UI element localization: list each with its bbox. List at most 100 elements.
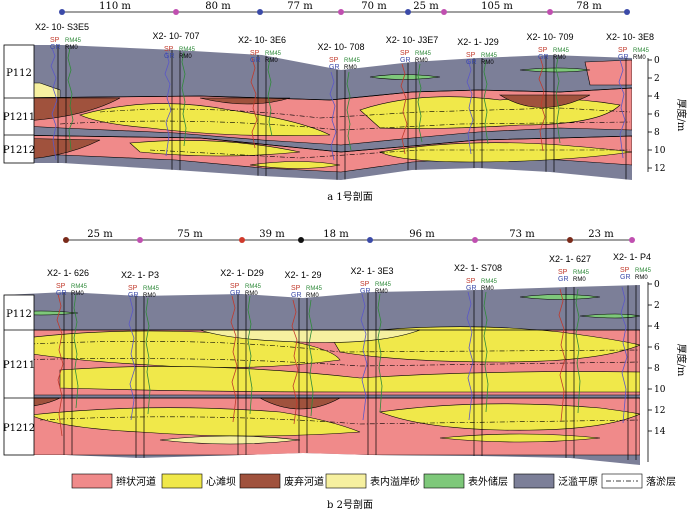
a-well-4-rm45-label: RM45 (344, 58, 361, 64)
a-well-7-rm45-label: RM45 (553, 48, 570, 54)
b-well-4-gr-label: GR (291, 292, 302, 299)
a-well-8-sp-label: SP (618, 47, 628, 54)
legend-swatch-braided (71, 473, 113, 489)
a-spacing-4: 70 m (361, 1, 387, 12)
a-spacing-5: 25 m (413, 1, 439, 12)
a-well-3-gr-label: GR (250, 57, 261, 64)
b-well-1-sp-label: SP (56, 283, 66, 290)
b-well-1: X2- 1- 626 (47, 268, 89, 278)
b-well-7: X2- 1- 627 (549, 254, 591, 264)
a-well-8-gr-label: GR (618, 54, 629, 61)
legend-swatch-abandoned (239, 473, 281, 489)
a-well-5: X2- 10- J3E7 (386, 35, 439, 45)
a-well-1: X2- 10- S3E5 (35, 22, 89, 32)
legend-swatch-floodplain (513, 473, 555, 489)
section-a-zone-column: P112 P1211 P1212 (3, 44, 35, 164)
legend-swatch-interlayer (601, 473, 643, 489)
b-tick-6: 6 (654, 343, 660, 353)
b-well-7-gr-label: GR (558, 276, 569, 283)
legend-label-braided: 辫状河道 (116, 475, 156, 488)
b-tick-0: 0 (654, 280, 660, 290)
a-tick-12: 12 (654, 164, 665, 174)
a-well-5-sp-label: SP (400, 50, 410, 57)
b-well-5-gr-label: GR (360, 288, 371, 295)
b-well-2-rm45-label: RM45 (143, 286, 160, 292)
b-well-6-gr-label: GR (466, 285, 477, 292)
b-well-7-rm0-label: RM0 (573, 277, 586, 283)
b-well-8-rm0-label: RM0 (635, 275, 648, 281)
a-well-5-rm45-label: RM45 (415, 51, 432, 57)
b-spacing-4: 18 m (323, 229, 349, 240)
b-well-5: X2- 1- 3E3 (350, 266, 393, 276)
a-well-4-gr-label: GR (329, 64, 340, 71)
b-well-8-sp-label: SP (620, 267, 630, 274)
a-well-4-rm0-label: RM0 (344, 65, 357, 71)
b-well-1-rm45-label: RM45 (71, 284, 88, 290)
a-spacing-3: 77 m (287, 1, 313, 12)
b-well-4: X2- 1- 29 (284, 270, 321, 280)
b-tick-4: 4 (654, 322, 660, 332)
legend-label-abandoned: 废弃河道 (284, 475, 324, 488)
b-spacing-6: 73 m (509, 229, 535, 240)
section-a-well-titles: X2- 10- S3E5 X2- 10- 707 X2- 10- 3E6 X2-… (35, 22, 654, 52)
a-well-2-rm45-label: RM45 (179, 47, 196, 53)
section-b-caption: b 2号剖面 (327, 498, 373, 511)
a-spacing-7: 78 m (576, 1, 602, 12)
b-well-3-rm45-label: RM45 (245, 284, 262, 290)
legend-label-bar: 心滩坝 (206, 475, 236, 488)
a-tick-6: 6 (654, 110, 660, 120)
a-tick-0: 0 (654, 56, 660, 66)
b-well-2-rm0-label: RM0 (143, 293, 156, 299)
b-tick-2: 2 (654, 301, 660, 311)
b-well-8-gr-label: GR (620, 274, 631, 281)
b-spacing-2: 75 m (177, 229, 203, 240)
b-well-6-sp-label: SP (466, 278, 476, 285)
a-well-6: X2- 1- J29 (457, 37, 499, 47)
b-zone-p112: P112 (6, 309, 32, 320)
b-well-4-sp-label: SP (291, 285, 301, 292)
a-well-4: X2- 10- 708 (317, 42, 364, 52)
b-well-2-gr-label: GR (128, 292, 139, 299)
b-well-2: X2- 1- P3 (121, 270, 159, 280)
legend-label-outer: 表外储层 (468, 475, 508, 488)
b-well-8: X2- 1- P4 (613, 252, 651, 262)
section-a-caption: a 1号剖面 (327, 190, 373, 203)
a-spacing-6: 105 m (481, 1, 513, 12)
b-well-3: X2- 1- D29 (220, 268, 264, 278)
a-well-7: X2- 10- 709 (526, 32, 573, 42)
a-zone-p112: P112 (6, 68, 32, 79)
a-well-6-rm0-label: RM0 (481, 60, 494, 66)
b-well-3-sp-label: SP (230, 283, 240, 290)
legend-label-floodplain: 泛滥平原 (558, 475, 598, 488)
b-well-4-rm45-label: RM45 (306, 286, 323, 292)
section-b: 25 m 75 m 39 m 18 m 96 m 73 m 23 m X2- 1… (3, 229, 688, 465)
a-well-7-rm0-label: RM0 (553, 55, 566, 61)
section-a-depth-scale: 0 2 4 6 8 10 12 厚度/m (647, 56, 688, 174)
section-b-zone-column: P112 P1211 P1212 (3, 294, 35, 456)
b-well-7-sp-label: SP (558, 269, 568, 276)
legend: 辫状河道 心滩坝 废弃河道 表内溢岸砂 表外储层 泛滥平原 落淤层 (71, 473, 676, 489)
a-well-1-rm45-label: RM45 (65, 38, 82, 44)
a-tick-8: 8 (654, 128, 660, 138)
a-spacing-1: 110 m (99, 1, 131, 12)
a-tick-4: 4 (654, 92, 660, 102)
b-spacing-1: 25 m (87, 229, 113, 240)
a-well-3: X2- 10- 3E6 (238, 35, 286, 45)
b-spacing-3: 39 m (259, 229, 285, 240)
legend-label-interlayer: 落淤层 (646, 476, 676, 488)
a-well-7-gr-label: GR (538, 54, 549, 61)
b-well-6-rm0-label: RM0 (481, 286, 494, 292)
b-well-1-rm0-label: RM0 (71, 291, 84, 297)
a-well-5-gr-label: GR (400, 57, 411, 64)
b-tick-14: 14 (654, 427, 666, 437)
b-well-6-rm45-label: RM45 (481, 279, 498, 285)
section-b-spacing-row: 25 m 75 m 39 m 18 m 96 m 73 m 23 m (63, 229, 635, 243)
a-tick-10: 10 (654, 146, 666, 156)
a-well-2: X2- 10- 707 (152, 31, 199, 41)
b-tick-10: 10 (654, 385, 666, 395)
b-well-8-rm45-label: RM45 (635, 268, 652, 274)
a-well-3-rm0-label: RM0 (265, 58, 278, 64)
a-well-8-rm0-label: RM0 (633, 55, 646, 61)
b-tick-8: 8 (654, 364, 660, 374)
a-well-2-gr-label: GR (164, 53, 175, 60)
